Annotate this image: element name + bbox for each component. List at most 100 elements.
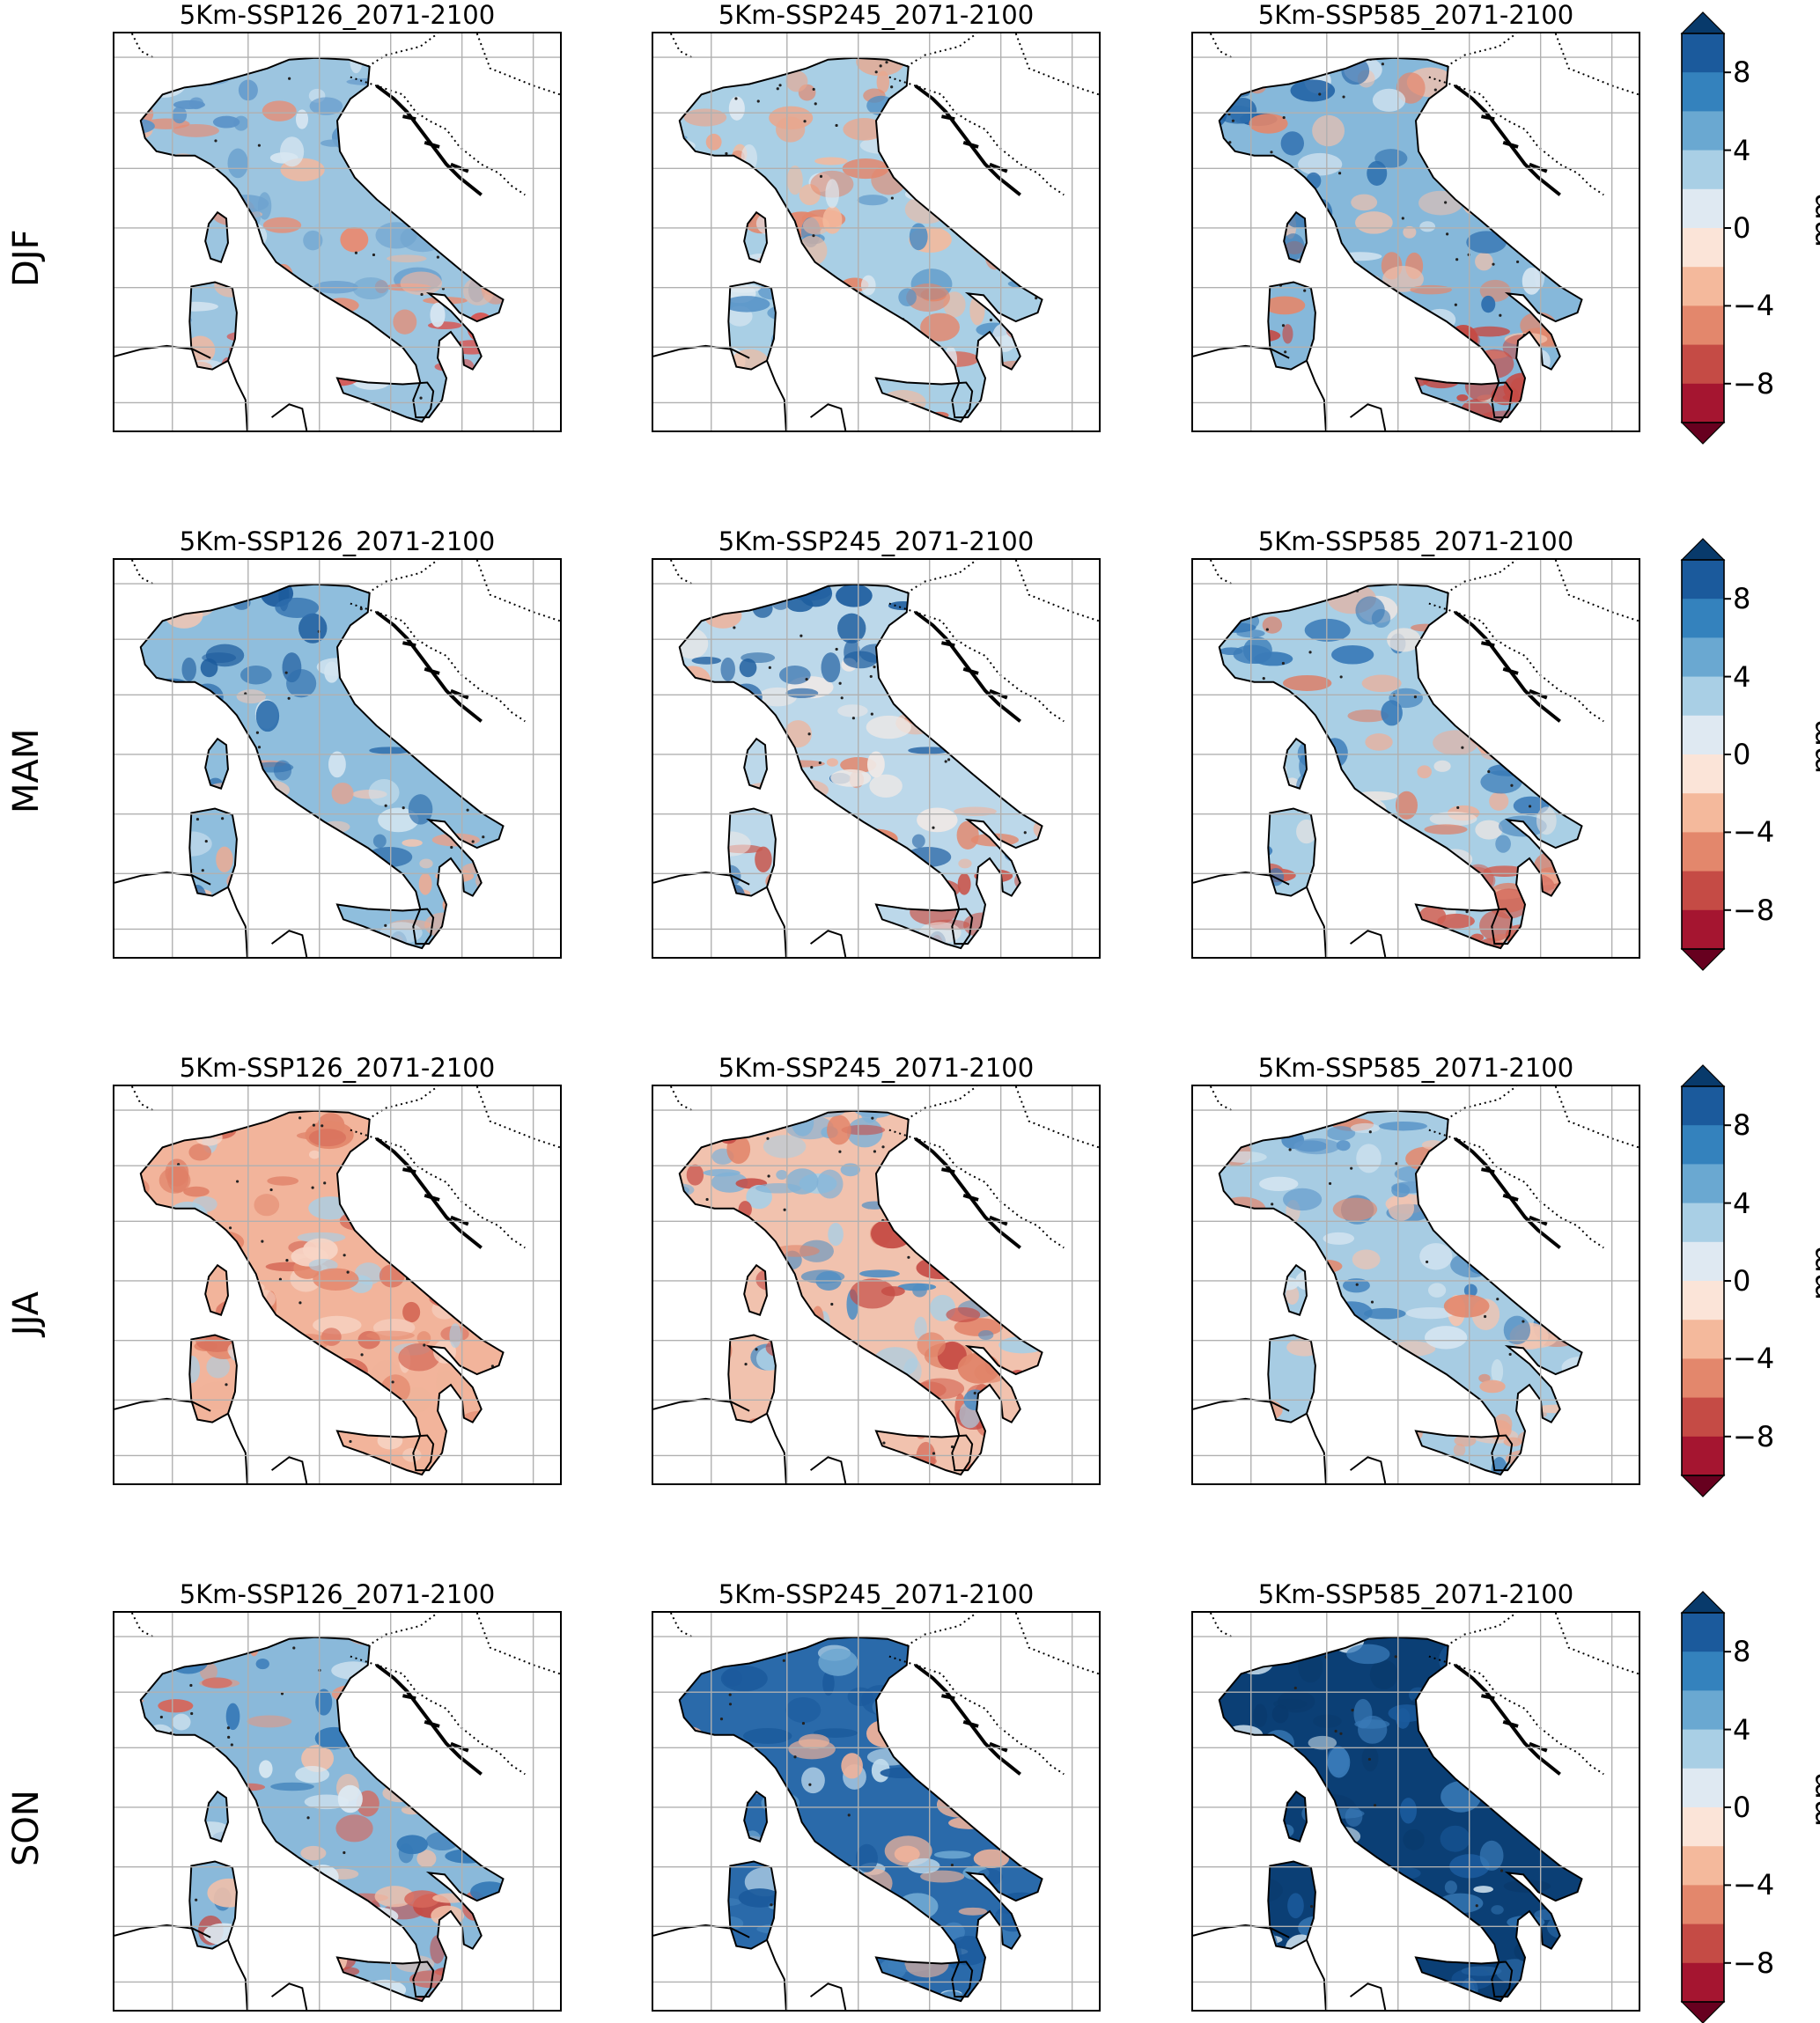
field-patch [432, 717, 450, 747]
field-patch [1242, 1797, 1265, 1821]
field-patch [932, 117, 962, 149]
field-patch [1566, 773, 1582, 783]
field-patch [822, 560, 862, 580]
field-patch [1359, 410, 1401, 423]
field-patch [186, 1110, 206, 1129]
field-patch [416, 1331, 431, 1346]
field-patch [720, 657, 735, 681]
field-patch [140, 1110, 155, 1129]
field-patch [177, 897, 188, 909]
colorbar-tick-label: −8 [1733, 893, 1775, 927]
field-patch [1417, 765, 1432, 779]
map-panel-mam-1 [113, 558, 562, 959]
field-patch [1044, 1251, 1058, 1259]
field-patch [1342, 866, 1357, 890]
coastline-corsica [743, 1790, 768, 1843]
field-patch [679, 1208, 682, 1229]
field-patch [1606, 1212, 1639, 1234]
field-patch [1240, 328, 1281, 342]
field-patch [1361, 1367, 1374, 1378]
field-patch [978, 1330, 994, 1340]
field-patch [1522, 1645, 1543, 1675]
field-patch [1072, 894, 1086, 924]
field-patch [372, 57, 385, 68]
field-patch [214, 273, 249, 298]
field-patch [792, 1974, 804, 2002]
field-patch [1382, 1469, 1430, 1475]
field-patch [153, 1120, 168, 1130]
field-patch [1540, 110, 1573, 139]
field-patch [686, 1164, 704, 1186]
field-patch [142, 198, 164, 221]
field-patch [140, 1341, 158, 1368]
field-patch [1518, 70, 1550, 86]
field-patch [485, 1637, 504, 1644]
field-patch [1193, 624, 1209, 636]
field-patch [1520, 57, 1564, 61]
field-patch [784, 720, 812, 748]
field-patch [1553, 1707, 1570, 1727]
field-patch [1619, 888, 1639, 899]
field-patch [1375, 323, 1388, 344]
coastline-italy [678, 1109, 1043, 1472]
field-patch [763, 1135, 807, 1159]
field-patch [1050, 1294, 1084, 1320]
field-patch [691, 1301, 738, 1317]
field-patch [1317, 1826, 1361, 1847]
field-patch [1019, 1695, 1043, 1718]
field-patch [1602, 771, 1639, 798]
field-patch [1025, 1754, 1041, 1772]
field-patch [1065, 183, 1084, 207]
field-patch [988, 394, 1029, 403]
map-panel-son-2 [652, 1611, 1101, 2012]
field-patch [826, 868, 847, 886]
field-patch [1440, 560, 1488, 582]
field-patch [1056, 560, 1098, 576]
field-patch [1504, 1763, 1521, 1793]
field-patch [1004, 846, 1039, 864]
field-patch [989, 1994, 1006, 2002]
field-patch [1367, 1355, 1379, 1372]
field-patch [523, 1223, 539, 1244]
field-patch [747, 1416, 783, 1429]
field-patch [694, 418, 726, 423]
field-patch [888, 1376, 905, 1394]
field-patch [1596, 1781, 1639, 1811]
field-patch [144, 877, 159, 899]
field-patch [841, 33, 874, 52]
coastline-italy [678, 583, 1043, 945]
field-patch [1308, 1735, 1337, 1750]
field-patch [1260, 1623, 1277, 1635]
field-patch [487, 1906, 504, 1914]
field-patch [1614, 1210, 1634, 1219]
field-patch [822, 1369, 843, 1400]
field-patch [1604, 1940, 1618, 1969]
dalmatian-coast [914, 1137, 1021, 1249]
field-patch [705, 1817, 721, 1842]
field-patch [144, 1367, 180, 1378]
field-patch [114, 33, 136, 46]
field-patch [352, 276, 389, 300]
field-patch [509, 1834, 536, 1847]
field-patch [1266, 725, 1298, 739]
field-patch [717, 1613, 757, 1629]
field-patch [519, 850, 543, 877]
field-patch [659, 943, 678, 956]
field-patch [225, 1932, 274, 1943]
field-patch [140, 1931, 168, 1960]
field-patch [1619, 159, 1639, 186]
field-patch [251, 369, 299, 401]
field-patch [1301, 1806, 1317, 1822]
field-patch [346, 1684, 373, 1695]
field-patch [1038, 1665, 1043, 1687]
field-patch [1048, 762, 1068, 783]
precipitation-map [114, 1086, 560, 1483]
field-patch [853, 344, 894, 368]
field-patch [1219, 57, 1235, 69]
field-patch [679, 1951, 698, 1968]
colorbar-bin [1682, 676, 1724, 717]
field-patch [1450, 1219, 1480, 1243]
field-patch [475, 1283, 489, 1293]
colorbar-scale [1680, 1064, 1731, 1497]
field-patch [181, 657, 196, 681]
